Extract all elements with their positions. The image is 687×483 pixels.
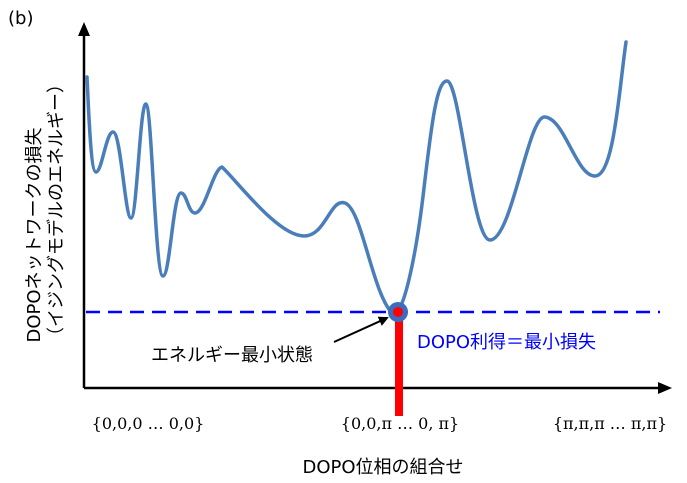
annotation-min-state: エネルギー最小状態 [151, 345, 313, 366]
x-axis-label: DOPO位相の組合せ [302, 457, 463, 478]
y-axis-label-line1: DOPOネットワークの損失 [24, 127, 45, 342]
x-tick-label-2: {π,π,π … π,π} [553, 414, 667, 433]
x-tick-label-0: {0,0,0 … 0,0} [92, 414, 205, 433]
x-axis-arrowhead [658, 382, 672, 394]
minimum-marker-dot [393, 307, 403, 317]
energy-curve [85, 40, 628, 316]
x-tick-label-1: {0,0,π … 0, π} [341, 414, 459, 433]
dopo-gain-bar [395, 318, 403, 416]
annotation-dopo-gain: DOPO利得＝最小損失 [417, 332, 596, 353]
panel-label: (b) [8, 8, 33, 29]
min-state-arrow [333, 316, 389, 343]
y-axis-arrowhead [78, 22, 90, 36]
y-axis-label-line2: （イジングモデルのエネルギー） [46, 75, 67, 345]
